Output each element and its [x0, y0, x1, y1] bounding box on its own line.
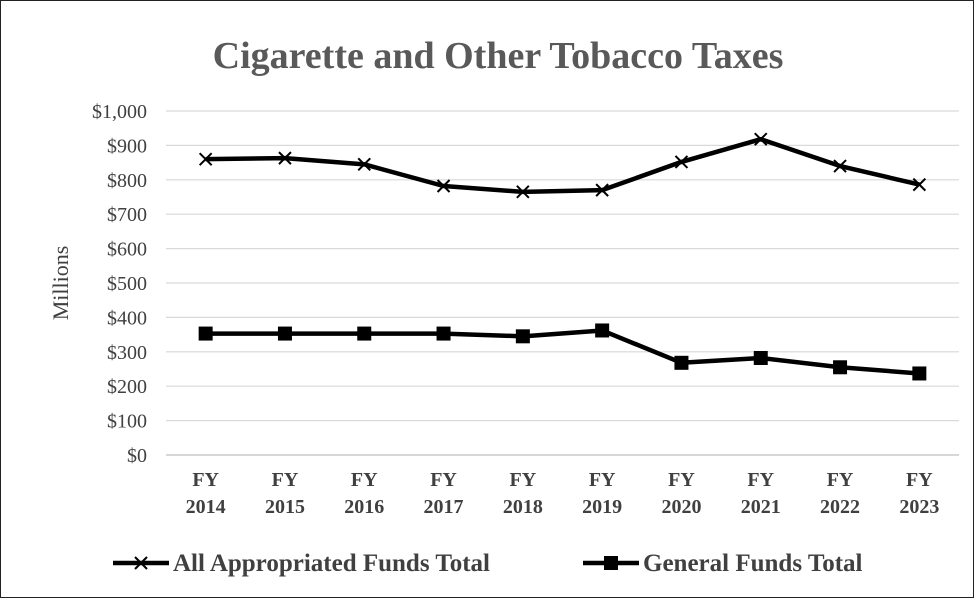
data-point	[515, 329, 530, 344]
legend-item: All Appropriated Funds Total	[113, 550, 490, 577]
x-tick-label: FY	[510, 469, 537, 491]
x-tick-label: FY	[430, 469, 457, 491]
x-tick-label: FY	[351, 469, 378, 491]
x-tick-label: FY	[272, 469, 299, 491]
data-point	[198, 152, 213, 166]
data-point	[357, 157, 371, 172]
x-tick-label: FY	[589, 469, 616, 491]
y-tick-label: $600	[107, 239, 147, 261]
x-tick-label: 2016	[344, 496, 384, 518]
x-tick-label: 2019	[582, 496, 622, 518]
x-tick-label: 2020	[661, 496, 701, 518]
data-point	[833, 360, 848, 375]
chart-title: Cigarette and Other Tobacco Taxes	[213, 35, 784, 77]
data-point	[595, 323, 610, 338]
x-tick-label: FY	[747, 469, 774, 491]
data-point	[278, 151, 292, 165]
y-axis-label: Millions	[48, 246, 73, 321]
data-point	[357, 326, 372, 341]
y-axis-ticks: $0 $100 $200 $300 $400 $500 $600 $700 $800 $900 $1…	[92, 101, 147, 467]
x-tick-label: 2021	[741, 496, 781, 518]
y-tick-label: $500	[107, 273, 147, 295]
data-point	[516, 185, 530, 199]
x-axis-ticks: FY 2014 FY 2015 FY 2016 FY 2017 FY 2018 FY 2019 FY 20…	[186, 469, 940, 518]
data-point	[595, 183, 609, 197]
legend-marker	[134, 556, 148, 570]
x-tick-label: 2014	[186, 496, 226, 518]
x-tick-label: 2022	[820, 496, 860, 518]
series-line-1	[205, 136, 920, 195]
x-tick-label: FY	[906, 469, 933, 491]
y-tick-label: $400	[107, 307, 147, 329]
x-tick-label: 2015	[265, 496, 305, 518]
legend-label: General Funds Total	[643, 550, 863, 577]
legend-item: General Funds Total	[583, 550, 863, 577]
y-tick-label: $1,000	[92, 101, 147, 123]
data-point	[754, 132, 768, 146]
data-point	[436, 179, 451, 193]
y-tick-label: $100	[107, 411, 147, 433]
data-point	[674, 155, 689, 169]
x-tick-label: 2018	[503, 496, 543, 518]
legend-marker	[604, 556, 618, 570]
legend: All Appropriated Funds Total General Fund…	[113, 550, 863, 577]
data-point	[912, 177, 927, 192]
y-tick-label: $0	[127, 445, 147, 467]
data-point	[674, 355, 689, 370]
data-point	[912, 366, 927, 381]
series-lines	[198, 132, 927, 381]
data-point	[753, 350, 768, 365]
y-tick-label: $700	[107, 204, 147, 226]
data-point	[436, 326, 451, 341]
x-tick-label: FY	[827, 469, 854, 491]
x-tick-label: 2017	[424, 496, 464, 518]
gridlines	[166, 110, 959, 456]
data-point	[198, 326, 213, 341]
series-line-2	[205, 328, 920, 376]
y-tick-label: $800	[107, 170, 147, 192]
x-tick-label: FY	[192, 469, 219, 491]
data-point	[833, 159, 847, 173]
x-tick-label: FY	[668, 469, 695, 491]
y-tick-label: $900	[107, 135, 147, 157]
y-tick-label: $300	[107, 342, 147, 364]
data-point	[277, 326, 292, 341]
y-tick-label: $200	[107, 376, 147, 398]
x-tick-label: 2023	[899, 496, 939, 518]
legend-label: All Appropriated Funds Total	[173, 550, 490, 577]
